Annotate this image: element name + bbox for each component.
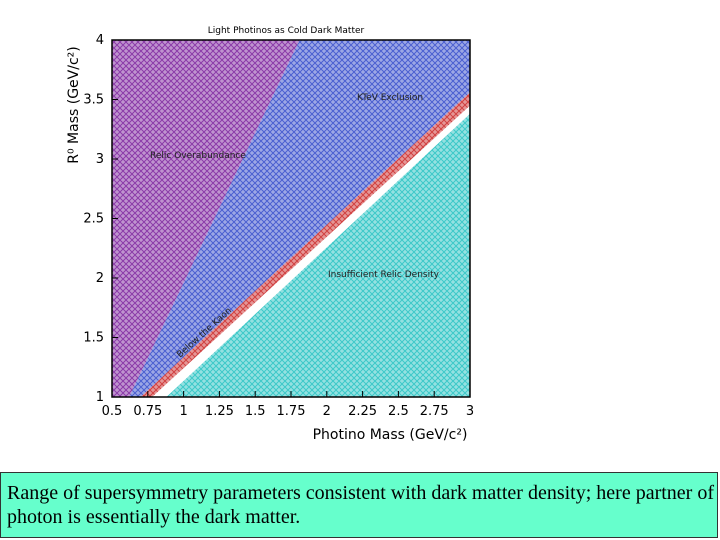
- chart-title: Light Photinos as Cold Dark Matter: [208, 26, 365, 36]
- chart: Light Photinos as Cold Dark Matter Photi…: [66, 26, 474, 443]
- region-label: Insufficient Relic Density: [328, 270, 440, 280]
- x-tick-label: 0.75: [133, 404, 162, 419]
- x-tick-label: 1.25: [205, 404, 234, 419]
- y-tick-label: 3: [96, 152, 104, 167]
- x-tick-label: 3: [466, 404, 474, 419]
- y-tick-label: 1.5: [83, 331, 104, 346]
- region: [166, 113, 470, 397]
- x-tick-label: 2: [323, 404, 331, 419]
- region: [129, 40, 470, 397]
- y-axis-label: R⁰ Mass (GeV/c²): [66, 46, 82, 163]
- y-tick-label: 3.5: [83, 93, 104, 108]
- y-tick-label: 2.5: [83, 212, 104, 227]
- x-tick-label: 2.75: [420, 404, 449, 419]
- x-axis-label: Photino Mass (GeV/c²): [313, 427, 468, 443]
- x-tick-label: 1.5: [245, 404, 266, 419]
- x-tick-label: 2.25: [348, 404, 377, 419]
- region: [112, 40, 300, 397]
- region-label: KTeV Exclusion: [357, 93, 423, 103]
- x-tick-label: 1: [179, 404, 187, 419]
- region: [140, 92, 470, 398]
- x-tick-label: 2.5: [388, 404, 409, 419]
- caption: Range of supersymmetry parameters consis…: [0, 472, 718, 538]
- y-tick-label: 4: [96, 33, 104, 48]
- region-label: Relic Overabundance: [150, 151, 246, 161]
- x-tick-label: 0.5: [102, 404, 123, 419]
- y-tick-label: 1: [96, 390, 104, 405]
- x-tick-label: 1.75: [277, 404, 306, 419]
- y-tick-label: 2: [96, 271, 104, 286]
